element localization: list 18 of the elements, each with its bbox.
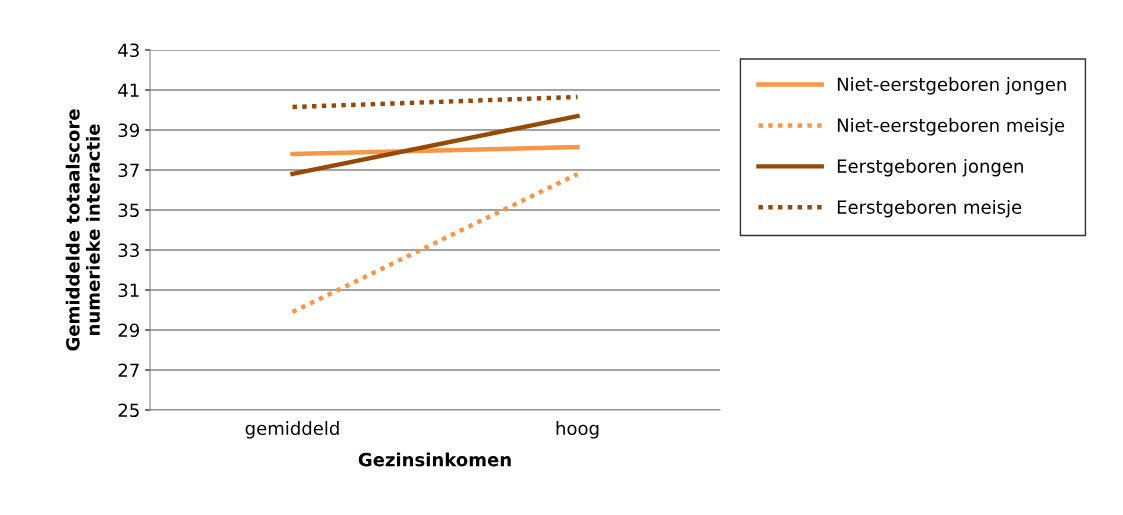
- x-axis-title: Gezinsinkomen: [358, 452, 511, 467]
- legend-label: Niet-eerstgeboren jongen: [837, 77, 1066, 95]
- legend-label: Eerstgeboren meisje: [837, 199, 1022, 218]
- y-tick-label: 41: [118, 83, 139, 97]
- x-tick-label: hoog: [556, 421, 599, 439]
- legend-label: Eerstgeboren jongen: [837, 158, 1023, 177]
- y-axis-title: Gemiddelde totaalscore numerieke interactie: [65, 109, 100, 351]
- y-tick-label: 25: [118, 403, 139, 418]
- y-tick-label: 35: [118, 203, 139, 218]
- y-tick-label: 39: [118, 123, 140, 138]
- x-tick-label: gemiddeld: [245, 421, 339, 439]
- y-tick-label: 33: [118, 243, 139, 258]
- y-tick-label: 27: [118, 363, 139, 377]
- y-tick-label: 43: [118, 43, 139, 58]
- y-tick-label: 31: [118, 283, 139, 298]
- y-tick-label: 37: [118, 163, 139, 178]
- y-tick-label: 29: [118, 323, 140, 338]
- legend-label: Niet-eerstgeboren meisje: [837, 118, 1065, 136]
